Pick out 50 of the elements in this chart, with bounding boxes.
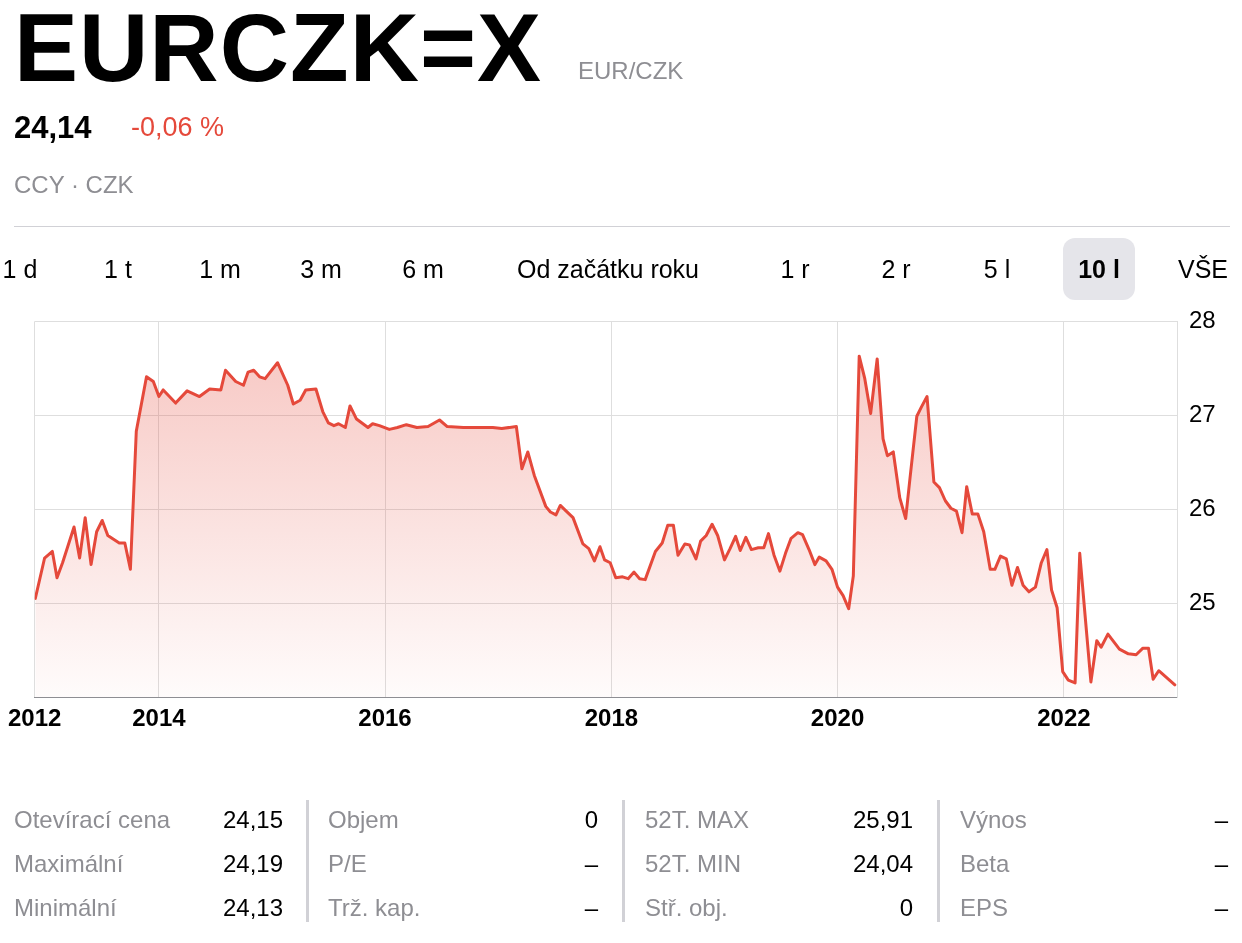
text: 0 <box>899 893 913 922</box>
text: Výnos <box>960 805 1027 834</box>
text: Maximální <box>14 849 124 878</box>
chart-title: EURCZK=X <box>14 0 543 101</box>
text: 6 m <box>402 255 444 284</box>
text: – <box>1214 893 1228 922</box>
text: 1 r <box>780 255 810 284</box>
text: 1 d <box>2 255 38 284</box>
text: Trž. kap. <box>328 893 421 922</box>
text: Od začátku roku <box>516 255 700 284</box>
text: Minimální <box>14 893 117 922</box>
chart-subtitle: EUR/CZK <box>578 56 684 85</box>
x-tick-label: 2018 <box>584 704 639 732</box>
text: – <box>584 849 598 878</box>
x-tick-label: 2012 <box>8 704 62 732</box>
text: 24,14 <box>14 109 92 146</box>
text: 1 m <box>199 255 241 284</box>
text: 25,91 <box>852 805 913 834</box>
text: – <box>584 893 598 922</box>
text: Stř. obj. <box>645 893 728 922</box>
x-tick-label: 2020 <box>810 704 865 732</box>
text: 2 r <box>881 255 911 284</box>
x-tick-label: 2014 <box>132 704 187 732</box>
text: 24,19 <box>222 849 283 878</box>
x-tick-label: 2016 <box>358 704 412 732</box>
text: 0 <box>584 805 598 834</box>
text: 5 l <box>983 255 1011 284</box>
text: 10 l <box>1078 255 1120 284</box>
text: 52T. MIN <box>645 849 742 878</box>
text: 1 t <box>104 255 132 284</box>
text: VŠE <box>1177 255 1229 284</box>
text: Beta <box>960 849 1010 878</box>
text: 3 m <box>300 255 342 284</box>
text: 24,15 <box>222 805 283 834</box>
text: EPS <box>960 893 1009 922</box>
y-tick-label: 27 <box>1189 399 1216 427</box>
y-tick-label: 25 <box>1189 587 1216 615</box>
text: 24,04 <box>852 849 913 878</box>
y-tick-label: 26 <box>1189 493 1216 521</box>
text: 52T. MAX <box>645 805 750 834</box>
text: CCY · CZK <box>14 170 134 199</box>
text: P/E <box>328 849 367 878</box>
y-tick-label: 28 <box>1189 306 1216 334</box>
text: -0,06 % <box>131 111 225 143</box>
text: Objem <box>328 805 399 834</box>
text: – <box>1214 805 1228 834</box>
text: 24,13 <box>222 893 283 922</box>
text: – <box>1214 849 1228 878</box>
text: Otevírací cena <box>14 805 171 834</box>
x-tick-label: 2022 <box>1037 704 1091 732</box>
